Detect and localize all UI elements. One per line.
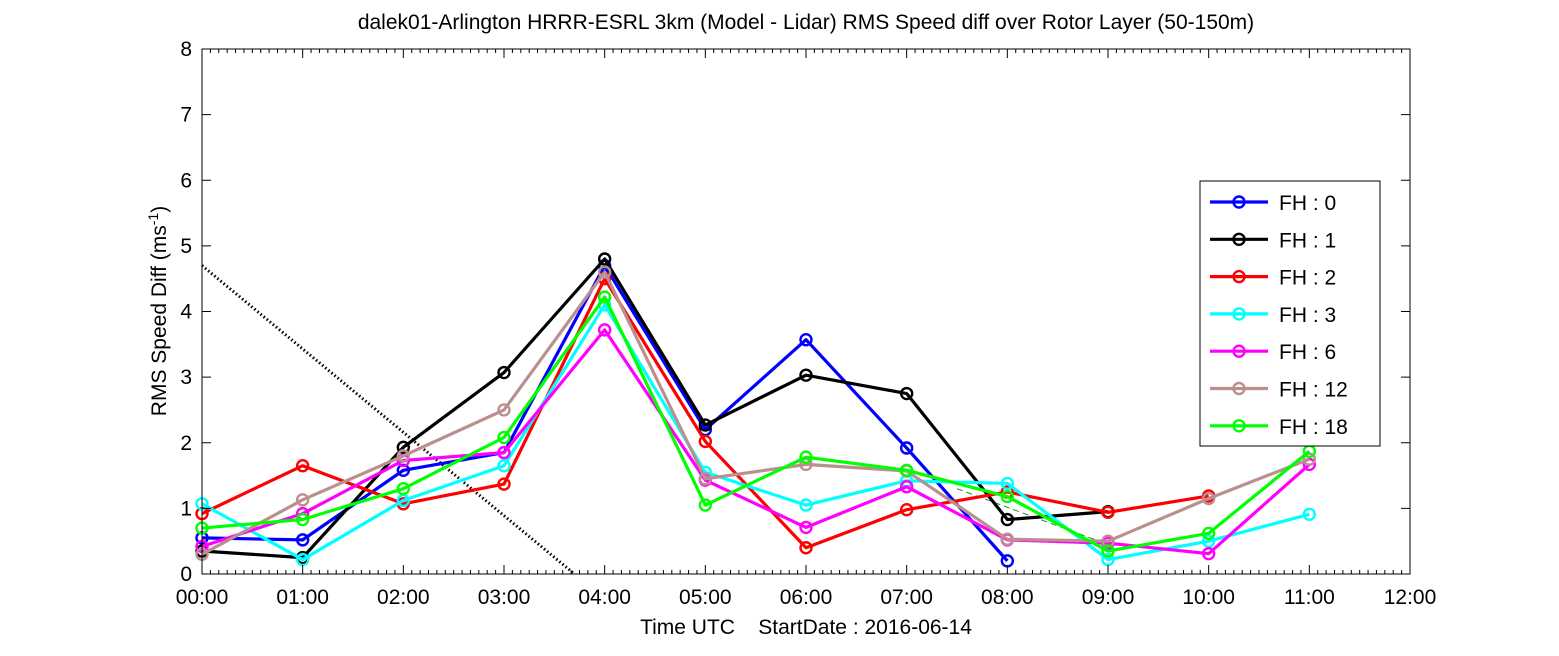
x-tick-label: 12:00	[1384, 586, 1437, 609]
series-line	[201, 270, 1310, 556]
data-point	[1302, 457, 1317, 472]
x-tick-label: 00:00	[176, 586, 229, 609]
data-point	[1201, 546, 1216, 561]
data-point	[497, 430, 511, 445]
data-point	[1101, 544, 1115, 558]
data-point	[799, 498, 813, 512]
x-tick-label: 04:00	[578, 586, 631, 609]
data-point	[597, 252, 612, 266]
series-line	[201, 295, 1311, 553]
data-point	[899, 386, 914, 401]
x-tick-label: 01:00	[276, 586, 329, 609]
series-layer	[195, 252, 1317, 568]
legend-marker	[1232, 269, 1246, 284]
data-point	[899, 502, 914, 517]
x-tick-label: 10:00	[1182, 586, 1235, 609]
data-point	[799, 520, 813, 535]
data-point	[799, 333, 813, 347]
data-point	[799, 450, 813, 464]
data-point	[597, 323, 612, 337]
legend-marker	[1232, 381, 1246, 396]
data-point	[698, 498, 713, 512]
data-point	[1201, 534, 1216, 548]
y-tick-label: 7	[180, 104, 192, 127]
series-line	[201, 303, 1310, 562]
y-axis-label: RMS Speed Diff (ms-1)	[145, 206, 171, 416]
x-tick-label: 02:00	[377, 586, 430, 609]
data-point	[597, 290, 612, 304]
legend-label: FH : 1	[1279, 229, 1336, 252]
data-point	[295, 512, 310, 527]
legend-label: FH : 6	[1279, 341, 1336, 364]
y-tick-label: 4	[180, 301, 192, 324]
data-point	[1101, 505, 1115, 520]
legend-label: FH : 3	[1279, 304, 1336, 327]
y-tick-label: 0	[180, 563, 192, 586]
data-point	[698, 434, 713, 449]
series-line	[201, 328, 1311, 556]
data-point	[1201, 491, 1216, 506]
data-point	[1000, 532, 1015, 546]
y-tick-label: 8	[180, 38, 192, 61]
data-point	[899, 480, 914, 494]
data-point	[698, 472, 713, 486]
legend: FH : 0 FH : 1 FH : 2 FH : 3 FH : 6 FH : 12 FH …	[1199, 180, 1381, 447]
data-point	[1302, 507, 1317, 521]
data-point	[1302, 452, 1317, 466]
x-tick-label: 07:00	[880, 586, 933, 609]
y-tick-label: 6	[180, 169, 192, 192]
x-axis-label: Time UTC StartDate : 2016-06-14	[640, 616, 972, 639]
x-tick-label: 06:00	[780, 586, 833, 609]
data-point	[1201, 526, 1216, 541]
y-tick-label: 1	[180, 497, 192, 520]
axes: 00:00 01:00 02:00 03:00 04:00 05:00 06:00 07:00…	[176, 38, 1437, 609]
y-tick-label: 3	[180, 366, 192, 389]
data-point	[1000, 512, 1015, 527]
data-point	[396, 481, 411, 496]
data-point	[396, 449, 411, 463]
data-point	[799, 541, 813, 555]
data-point	[295, 493, 310, 507]
y-tick-label: 5	[180, 235, 192, 258]
x-tick-label: 11:00	[1284, 586, 1335, 609]
y-axis-label-end: )	[148, 206, 171, 213]
x-tick-label: 05:00	[679, 586, 732, 609]
data-point	[497, 365, 511, 380]
data-point	[295, 459, 310, 473]
data-point	[698, 418, 713, 432]
series-6	[195, 290, 1317, 558]
legend-label: FH : 2	[1279, 267, 1336, 290]
data-point	[899, 463, 914, 478]
data-point	[899, 441, 914, 455]
data-point	[396, 440, 411, 455]
y-axis-label-sup: -1	[145, 213, 161, 226]
legend-label: FH : 18	[1279, 416, 1348, 439]
legend-marker	[1232, 232, 1246, 247]
legend-marker	[1232, 307, 1246, 321]
data-point	[597, 265, 612, 279]
data-point	[497, 403, 511, 417]
x-tick-label: 03:00	[478, 586, 531, 609]
data-point	[497, 445, 511, 460]
series-line	[201, 277, 1209, 550]
data-point	[1000, 476, 1015, 491]
data-point	[1000, 489, 1015, 504]
y-tick-label: 2	[180, 432, 192, 455]
x-tick-label: 08:00	[981, 586, 1034, 609]
chart-title: dalek01-Arlington HRRR-ESRL 3km (Model -…	[358, 11, 1254, 34]
data-point	[799, 368, 813, 382]
reference-line-dotted	[201, 264, 576, 576]
legend-label: FH : 12	[1279, 379, 1348, 402]
legend-marker	[1232, 419, 1246, 433]
legend-marker	[1232, 344, 1246, 358]
legend-marker	[1232, 195, 1246, 209]
legend-label: FH : 0	[1279, 192, 1336, 215]
x-tick-label: 09:00	[1082, 586, 1135, 609]
data-point	[497, 477, 511, 491]
y-axis-label-main: RMS Speed Diff (ms	[148, 225, 171, 416]
data-point	[295, 533, 310, 547]
data-point	[497, 459, 511, 473]
